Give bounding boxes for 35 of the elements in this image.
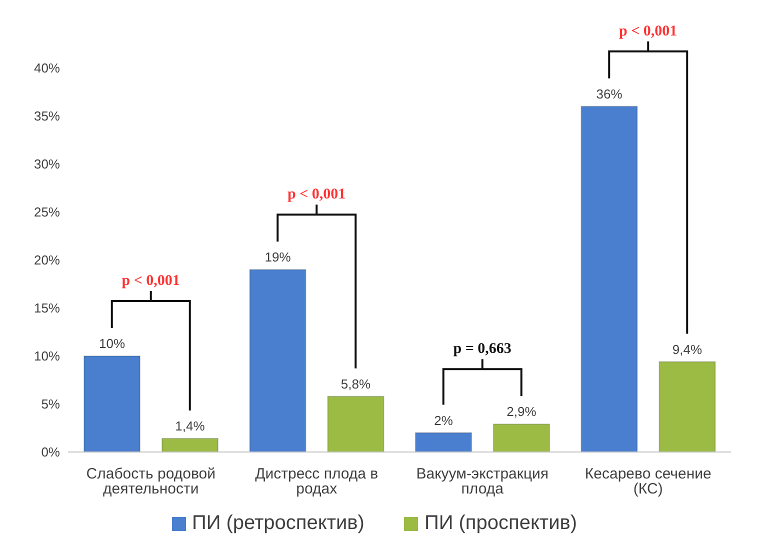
bar [249, 269, 306, 452]
data-label: 9,4% [672, 342, 702, 357]
bar [162, 438, 218, 452]
data-label: 2,9% [506, 404, 537, 420]
bar [327, 396, 384, 452]
legend-label: ПИ (ретроспектив) [192, 512, 364, 535]
annotation: p = 0,663 [453, 341, 512, 358]
y-tick-label: 40% [34, 60, 60, 76]
legend-label: ПИ (проспектив) [424, 512, 578, 535]
x-tick-label: Дистресс плода в родах [255, 466, 378, 498]
data-label: 10% [98, 336, 126, 351]
y-tick-label: 10% [34, 348, 60, 364]
bar [493, 424, 550, 452]
bar [84, 356, 140, 452]
x-tick-label: Вакуум-экстракция плода [416, 466, 549, 498]
y-tick-label: 25% [34, 204, 60, 220]
y-tick-label: 20% [34, 252, 60, 268]
y-tick-label: 30% [34, 156, 60, 172]
data-label: 2% [434, 412, 454, 428]
annotation: p < 0,001 [122, 273, 180, 289]
annotation: p < 0,001 [288, 186, 346, 203]
data-label: 5,8% [340, 376, 371, 392]
bar [658, 361, 716, 452]
text: p < 0,001 [619, 23, 678, 40]
y-tick-label: 15% [34, 300, 60, 316]
bar [580, 106, 638, 452]
x-tick-label: Кесарево сечение (КС) [584, 466, 712, 498]
y-tick-label: 0% [41, 444, 60, 460]
data-label: 1,4% [175, 418, 206, 434]
y-tick-label: 5% [41, 396, 60, 412]
data-label: 36% [596, 86, 623, 102]
y-tick-label: 35% [34, 108, 60, 124]
bar [415, 432, 472, 452]
data-label: 19% [264, 250, 292, 265]
x-tick-label: Слабость родовой деятельности [86, 466, 216, 498]
